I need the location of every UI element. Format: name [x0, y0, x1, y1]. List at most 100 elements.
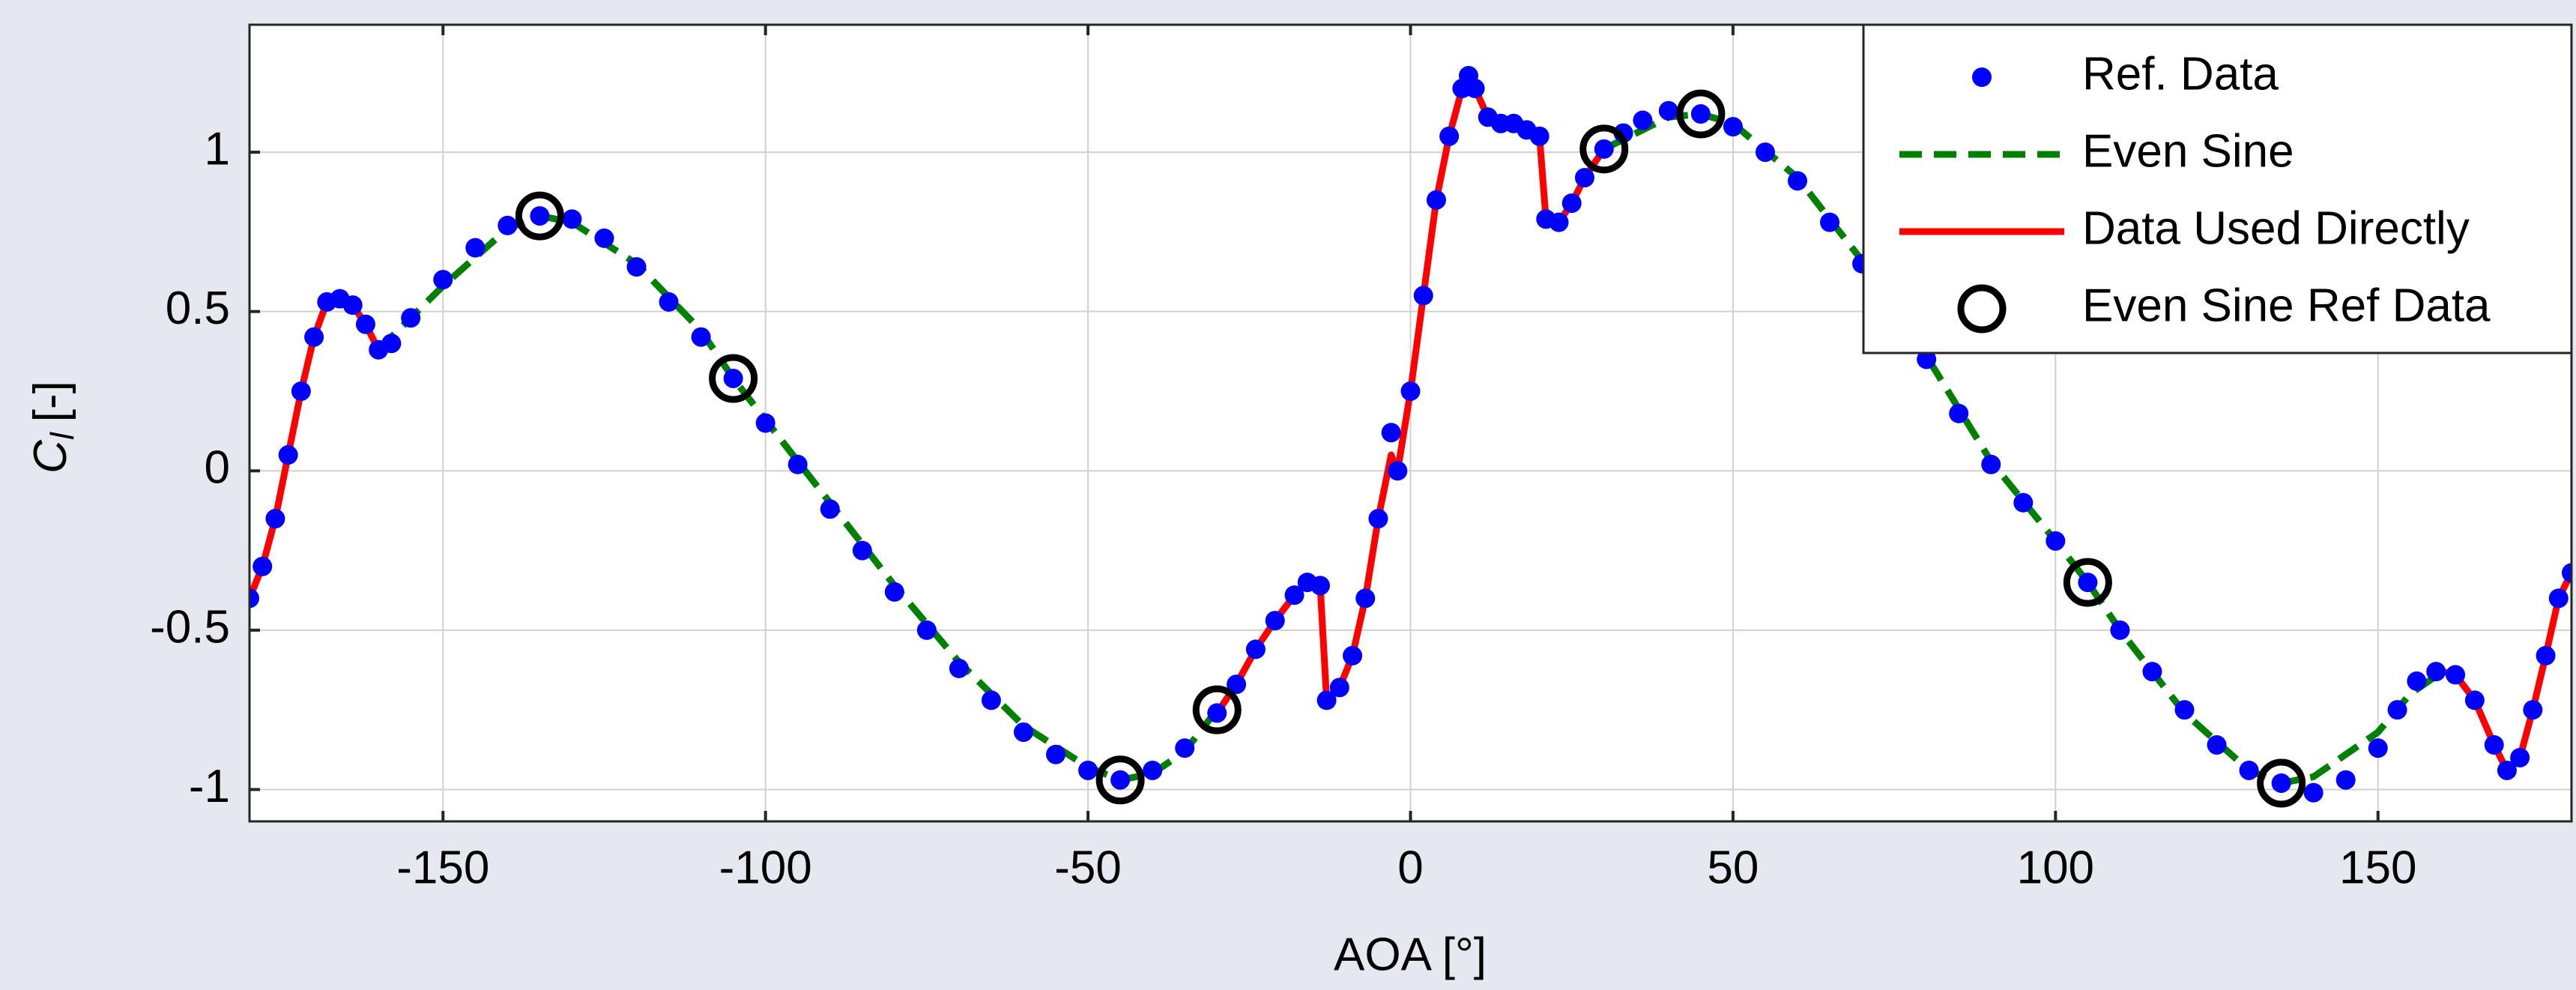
data-point — [433, 270, 453, 290]
y-label-unit: [-] — [25, 381, 76, 422]
data-point — [1633, 110, 1653, 130]
data-point — [1355, 588, 1376, 609]
data-point — [2562, 563, 2572, 583]
data-point — [2207, 734, 2227, 755]
data-point — [265, 509, 285, 529]
data-point — [1594, 139, 1614, 159]
data-point — [2110, 620, 2130, 640]
data-point — [2484, 734, 2504, 755]
data-point — [2407, 671, 2427, 691]
data-point — [1329, 677, 1349, 698]
data-point — [1245, 639, 1266, 660]
x-tick-label: 0 — [1397, 842, 1423, 893]
data-point — [1265, 611, 1285, 631]
data-point — [1723, 117, 1743, 137]
data-point — [1549, 212, 1569, 232]
data-point — [2523, 700, 2543, 720]
data-point — [2174, 700, 2195, 720]
y-label-main: C — [25, 439, 76, 474]
data-point — [1755, 142, 1775, 163]
data-point — [1439, 126, 1460, 146]
marks — [250, 66, 2572, 808]
y-tick-label: -0.5 — [150, 601, 230, 653]
legend-label: Even Sine Ref Data — [2082, 280, 2491, 331]
data-point — [2013, 492, 2034, 513]
data-point — [1046, 744, 1066, 764]
data-point — [1381, 423, 1401, 443]
data-point — [562, 209, 582, 229]
data-point — [2446, 665, 2466, 685]
data-point — [1316, 690, 1337, 710]
data-point — [1413, 286, 1433, 306]
y-tick-label: 1 — [205, 123, 230, 175]
ref-circle — [515, 191, 564, 241]
data-point — [1658, 100, 1678, 121]
data-point — [2387, 700, 2407, 720]
y-axis-label: Cl [-] — [25, 381, 80, 474]
ref-circle — [1192, 685, 1242, 734]
data-point — [1078, 760, 1098, 780]
y-tick-label: 0 — [205, 442, 230, 494]
data-point — [626, 257, 647, 277]
data-point — [1917, 349, 1937, 369]
data-point — [2142, 662, 2162, 682]
legend: Ref. Data Even Sine Data Used Directly Even… — [1862, 23, 2573, 354]
data-point — [253, 556, 273, 576]
data-point — [594, 228, 614, 248]
data-point — [1110, 770, 1131, 790]
y-tick-label: 0.5 — [166, 283, 230, 334]
data-point — [1981, 454, 2001, 474]
data-point — [981, 690, 1001, 710]
legend-label: Ref. Data — [2082, 48, 2279, 100]
data-point — [1465, 79, 1485, 99]
data-point — [2239, 760, 2259, 780]
data-point — [820, 499, 840, 519]
ticks: -150 -100 -50 0 50 100 150 -1 -0.5 0 0.5 1 — [150, 25, 2416, 893]
data-point — [498, 215, 518, 235]
data-point — [691, 327, 711, 347]
ref-circle — [1579, 124, 1629, 174]
ref-circle — [2257, 758, 2306, 808]
data-point — [1690, 104, 1711, 124]
data-point — [916, 620, 937, 640]
data-point — [1949, 403, 1969, 423]
data-point — [342, 295, 363, 316]
y-label-sub: l — [44, 432, 81, 440]
legend-dot — [1972, 67, 1992, 87]
data-point — [1820, 212, 1840, 232]
data-point — [250, 588, 259, 609]
data-point — [2046, 531, 2066, 551]
legend-circle — [1957, 284, 2007, 333]
data-point — [355, 314, 375, 334]
x-tick-label: 150 — [2339, 842, 2416, 893]
x-tick-label: 50 — [1707, 842, 1759, 893]
data-point — [1207, 703, 1227, 723]
x-tick-label: -150 — [396, 842, 489, 893]
data-point — [278, 445, 298, 465]
series-line — [1602, 110, 2445, 787]
data-point — [1227, 674, 1247, 695]
ref-circle — [1676, 89, 1726, 139]
ref-circle — [1095, 755, 1145, 805]
data-point — [2078, 573, 2098, 593]
ref-circle — [709, 354, 758, 403]
data-point — [1343, 645, 1363, 665]
data-point — [381, 333, 402, 354]
data-point — [884, 582, 904, 602]
data-point — [2548, 588, 2569, 609]
data-point — [1788, 171, 1807, 191]
data-point — [530, 206, 550, 226]
data-point — [2464, 690, 2485, 710]
data-point — [1143, 760, 1163, 780]
data-point — [465, 238, 486, 258]
data-point — [2510, 747, 2530, 767]
x-tick-label: -50 — [1054, 842, 1122, 893]
data-point — [1400, 381, 1421, 401]
data-point — [2536, 645, 2556, 665]
data-point — [1388, 461, 1408, 481]
ref-circle — [2063, 558, 2112, 607]
y-tick-label: -1 — [189, 761, 230, 812]
data-point — [755, 413, 775, 433]
data-point — [1310, 576, 1330, 596]
